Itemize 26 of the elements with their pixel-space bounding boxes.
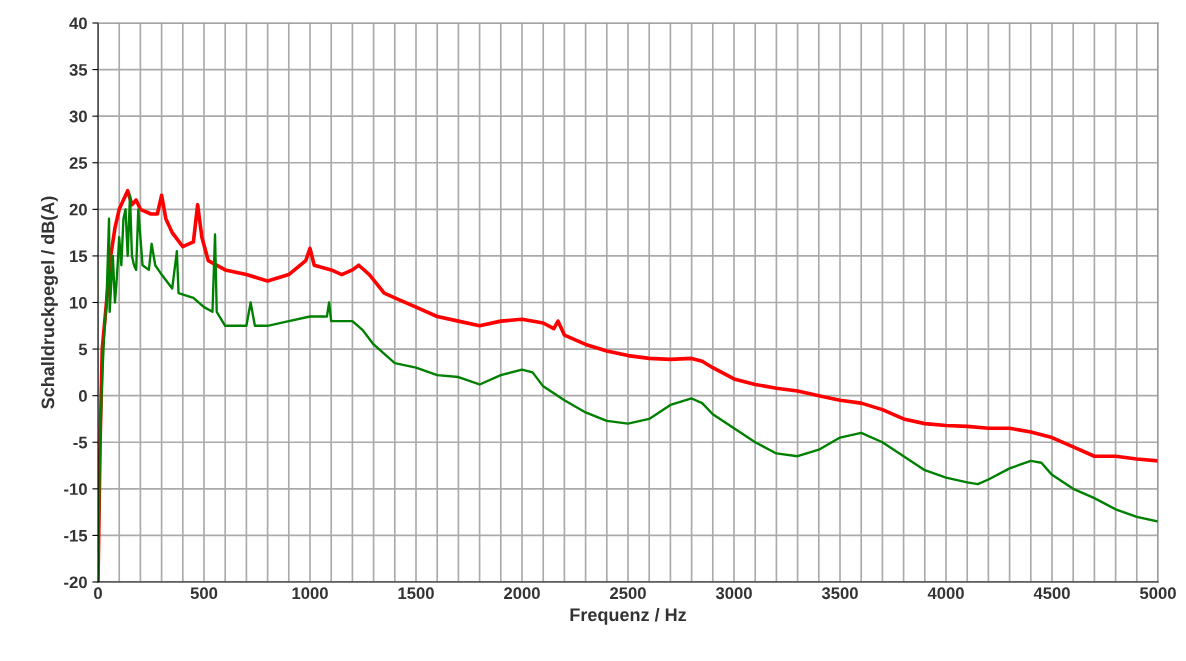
y-tick-label: 30: [69, 110, 87, 123]
y-tick-label: 40: [69, 17, 87, 30]
x-tick-label: 3000: [715, 587, 752, 600]
x-tick-label: 3500: [821, 587, 858, 600]
x-tick-label: 2000: [504, 587, 540, 600]
x-tick-label: 4500: [1033, 587, 1070, 600]
y-tick-label: 20: [69, 203, 87, 216]
x-tick-label: 4000: [927, 587, 964, 600]
y-tick-label: 35: [69, 63, 88, 76]
y-tick-label: 5: [78, 343, 88, 356]
y-tick-label: -15: [64, 529, 88, 542]
y-tick-label: 25: [69, 157, 88, 169]
y-tick-label: 15: [70, 250, 88, 263]
y-axis-title: Schalldruckpegel / dB(A): [41, 196, 58, 409]
y-tick-label: -10: [64, 483, 87, 496]
x-axis-title: Frequenz / Hz: [570, 607, 687, 625]
x-tick-label: 2500: [610, 587, 646, 600]
x-tick-label: 1500: [398, 587, 434, 600]
x-tick-label: 500: [190, 587, 218, 600]
x-tick-label: 5000: [1139, 587, 1176, 600]
y-tick-label: -20: [64, 576, 87, 589]
y-tick-label: 10: [70, 296, 87, 309]
y-tick-label: -5: [73, 436, 88, 449]
y-tick-label: 0: [78, 390, 87, 402]
x-tick-label: 1000: [292, 587, 328, 600]
x-tick-label: 0: [94, 587, 102, 600]
